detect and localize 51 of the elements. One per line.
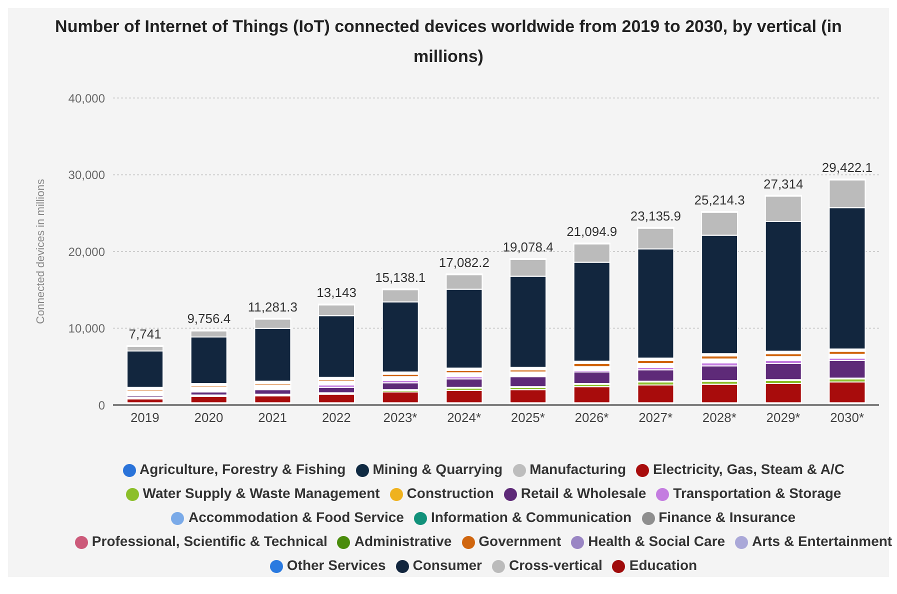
total-label: 19,078.4 [502, 240, 554, 255]
total-label: 7,741 [128, 326, 162, 342]
x-tick-label: 2023* [383, 410, 418, 426]
x-tick-label: 2029* [766, 410, 800, 426]
x-tick-label: 2019 [130, 410, 160, 426]
legend-label: Other Services [286, 557, 386, 573]
x-tick-label: 2024* [447, 410, 482, 426]
y-tick-label: 40,000 [68, 91, 106, 106]
legend-label: Construction [406, 485, 494, 501]
total-label: 27,314 [763, 176, 804, 192]
total-label: 29,422.1 [822, 160, 873, 176]
legend-label: Transportation & Storage [673, 485, 842, 501]
legend-label: Health & Social Care [588, 533, 726, 549]
legend-label: Electricity, Gas, Steam & A/C [653, 461, 844, 477]
total-label: 17,082.2 [438, 254, 490, 270]
legend-label: Agriculture, Forestry & Fishing [140, 461, 346, 477]
legend-label: Finance & Insurance [658, 509, 796, 525]
y-tick-label: 20,000 [68, 244, 106, 259]
legend-label: Arts & Entertainment [752, 533, 892, 549]
y-tick-label: 0 [98, 398, 106, 412]
legend-label: Professional, Scientific & Technical [92, 533, 328, 549]
x-tick-label: 2020 [194, 410, 224, 426]
x-tick-label: 2026* [574, 410, 609, 426]
x-tick-label: 2025* [510, 410, 545, 426]
legend-label: Administrative [354, 533, 452, 549]
y-axis-title: Connected devices in millions [34, 178, 47, 324]
total-label: 21,094.9 [566, 224, 618, 240]
x-tick-label: 2028* [702, 410, 736, 426]
legend-label: Mining & Quarrying [372, 461, 503, 477]
legend-label: Information & Communication [430, 509, 632, 525]
legend-label: Water Supply & Waste Management [142, 485, 380, 501]
total-label: 9,756.4 [187, 311, 231, 326]
legend-label: Government [478, 533, 562, 549]
y-tick-label: 30,000 [68, 168, 106, 182]
legend-label: Education [629, 557, 698, 573]
legend-label: Accommodation & Food Service [188, 509, 404, 525]
x-tick-label: 2027* [638, 410, 673, 426]
total-label: 15,138.1 [375, 270, 426, 285]
legend-label: Consumer [412, 557, 482, 573]
chart-title: Number of Internet of Things (IoT) connected devices worldwide from 2019 to 2030, by vertical (in millions) [54, 16, 843, 68]
x-tick-label: 2022 [322, 410, 351, 426]
total-label: 13,143 [316, 285, 356, 300]
legend-label: Cross-vertical [509, 557, 602, 573]
total-label: 25,214.3 [694, 192, 745, 208]
y-tick-label: 10,000 [68, 322, 106, 336]
legend-label: Manufacturing [530, 461, 626, 477]
total-label: 11,281.3 [248, 299, 298, 314]
x-tick-label: 2030* [830, 410, 864, 426]
total-label: 23,135.9 [630, 208, 682, 224]
x-tick-label: 2021 [258, 410, 288, 426]
legend-label: Retail & Wholesale [520, 485, 646, 501]
